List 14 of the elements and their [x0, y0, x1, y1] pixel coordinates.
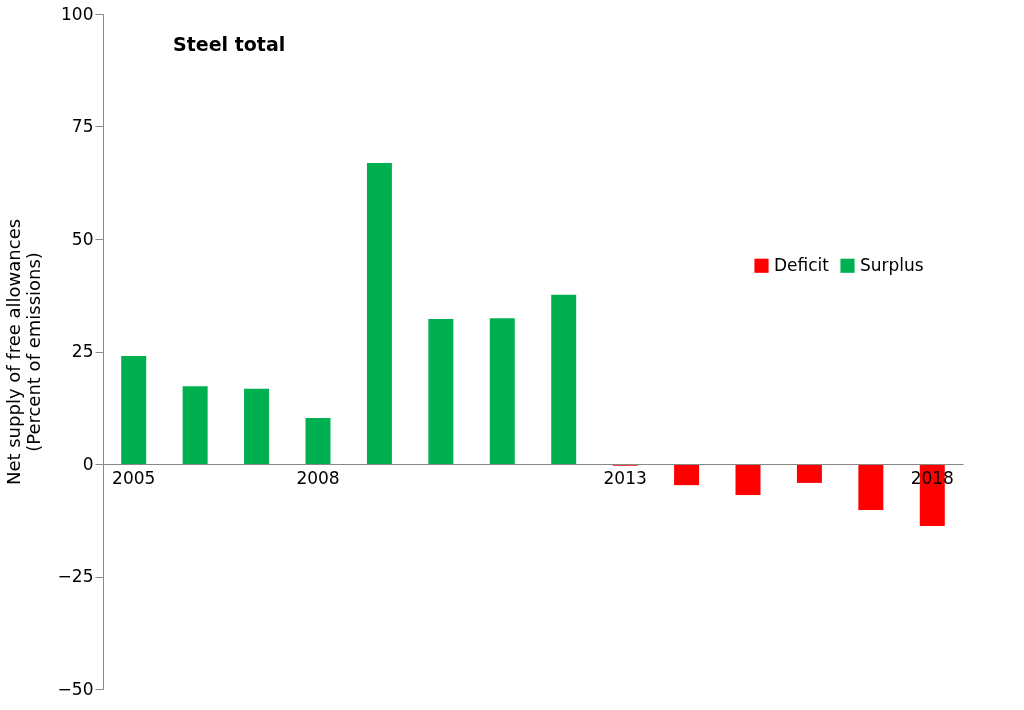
y-tick-label: 0	[82, 453, 94, 474]
y-tick-label: 75	[71, 116, 94, 136]
y-tick-label: −50	[57, 678, 94, 699]
y-tick-label: 50	[71, 228, 94, 249]
x-tick-label: 2008	[296, 467, 340, 488]
legend-label: Deficit	[774, 254, 830, 275]
x-tick-label: 2013	[603, 467, 647, 488]
y-axis-title: Net supply of free allowances (Percent of emissions)	[2, 218, 44, 486]
legend-label: Surplus	[860, 254, 924, 275]
y-tick-label: 100	[61, 3, 94, 24]
y-tick-label: 25	[71, 341, 94, 361]
x-tick-label: 2005	[112, 467, 156, 488]
y-tick-label: −25	[57, 566, 94, 586]
text: Steel total	[173, 33, 286, 55]
